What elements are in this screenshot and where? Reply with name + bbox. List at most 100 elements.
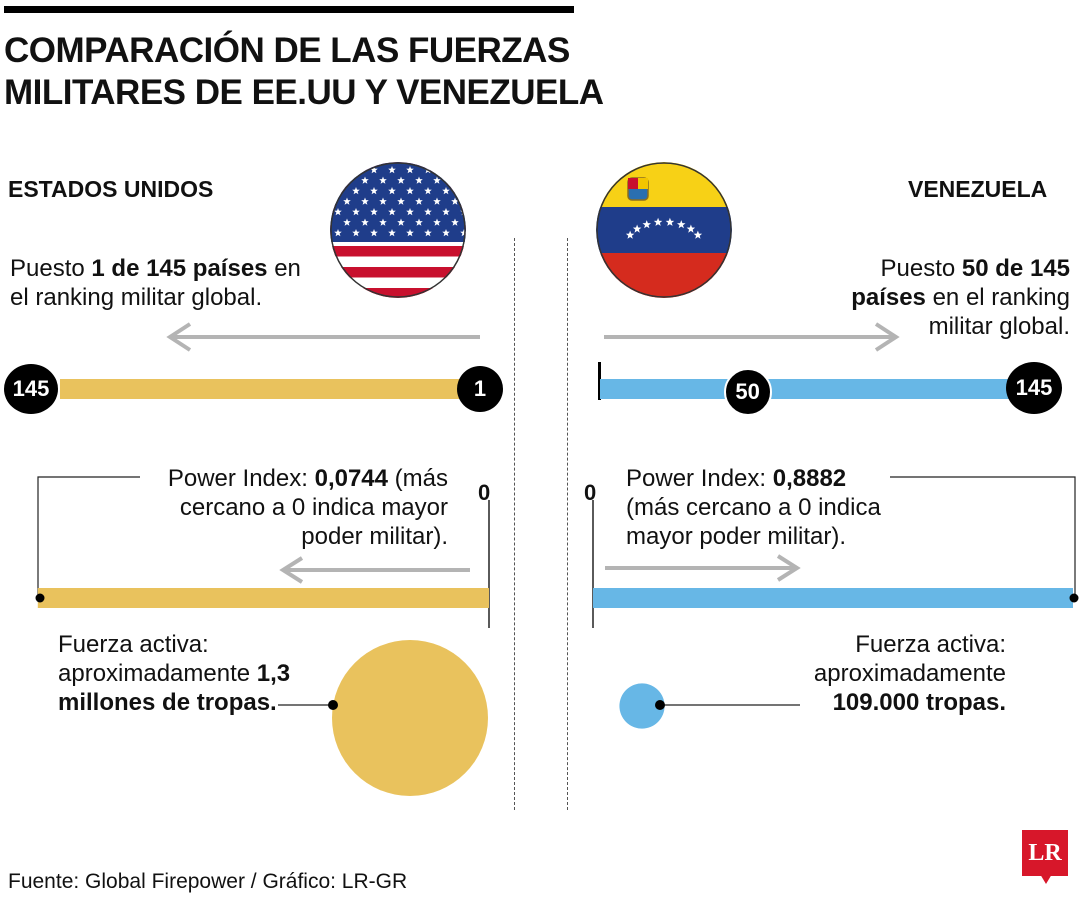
source-note: Fuente: Global Firepower / Gráfico: LR-G…	[8, 870, 408, 893]
flag-star	[361, 218, 369, 226]
flag-star	[406, 208, 414, 216]
active-force-chart	[278, 640, 800, 796]
flag-star	[334, 208, 342, 216]
flag-star	[693, 230, 703, 239]
title-line-1: COMPARACIÓN DE LAS FUERZAS	[4, 31, 570, 70]
us-power-end-dot	[35, 593, 45, 603]
lr-logo-tail	[1040, 874, 1052, 884]
venezuela-flag-icon	[596, 162, 732, 298]
flag-star	[406, 166, 414, 174]
flag-star	[460, 229, 466, 237]
flag-star	[415, 218, 423, 226]
us-rank-text: Puesto 1 de 145 países en el ranking mil…	[10, 255, 301, 311]
flag-star	[370, 229, 378, 237]
us-rank-min-dot: 145	[4, 364, 58, 414]
ve-country-label: VENEZUELA	[908, 176, 1048, 202]
usa-flag-icon	[330, 162, 466, 298]
ve-force-text: Fuerza activa: aproximadamente 109.000 t…	[813, 631, 1006, 716]
us-force-text: Fuerza activa: aproximadamente 1,3 millo…	[58, 631, 291, 716]
flag-star	[361, 197, 369, 205]
us-rank-arrow-icon	[166, 322, 480, 352]
lr-logo: LR	[1022, 830, 1068, 876]
flag-star	[379, 176, 387, 184]
flag-star	[397, 197, 405, 205]
flag-star	[460, 187, 466, 195]
flag-star	[625, 230, 635, 239]
ve-force-dot	[655, 700, 665, 710]
ve-power-leader-line	[890, 476, 1076, 598]
page-title: COMPARACIÓN DE LAS FUERZAS MILITARES DE …	[4, 30, 624, 114]
flag-star	[370, 166, 378, 174]
flag-star	[442, 208, 450, 216]
flag-star	[642, 220, 651, 229]
flag-star	[433, 218, 441, 226]
flag-star	[370, 208, 378, 216]
us-rank-value: 1 de 145 países	[91, 255, 268, 282]
flag-star	[370, 187, 378, 195]
ve-rank-max-dot: 145	[1006, 362, 1062, 414]
flag-star	[388, 229, 396, 237]
us-rank-bar	[60, 379, 460, 399]
flag-star	[424, 208, 432, 216]
us-power-leader-line	[37, 476, 140, 598]
power-index-chart	[35, 476, 1079, 628]
flag-star	[442, 166, 450, 174]
flag-star	[424, 187, 432, 195]
flag-star	[379, 197, 387, 205]
flag-star	[406, 187, 414, 195]
flag-star	[653, 217, 663, 226]
flag-star	[334, 166, 342, 174]
ve-power-zero-label: 0	[584, 480, 597, 505]
ve-rank-text: Puesto 50 de 145 países en el ranking mi…	[851, 255, 1070, 340]
flag-star	[352, 208, 360, 216]
flag-star	[388, 166, 396, 174]
ve-power-end-dot	[1069, 593, 1079, 603]
flag-star	[352, 166, 360, 174]
us-power-bar	[37, 588, 490, 608]
us-force-circle	[332, 640, 488, 796]
flag-star	[361, 176, 369, 184]
ve-rank-arrow-icon	[604, 322, 900, 352]
us-power-text: Power Index: 0,0744 (más cercano a 0 ind…	[167, 465, 448, 550]
ve-force-value: 109.000 tropas.	[832, 689, 1006, 716]
flag-star	[343, 197, 351, 205]
flag-star	[665, 217, 675, 226]
flag-star	[379, 218, 387, 226]
us-force-value: 1,3 millones de tropas.	[58, 660, 291, 716]
venezuela-coat-of-arms-icon	[627, 177, 649, 201]
flag-star	[343, 218, 351, 226]
ve-power-bar	[593, 588, 1073, 608]
flag-star	[334, 187, 342, 195]
flag-star	[352, 187, 360, 195]
flag-star	[686, 224, 696, 233]
ve-rank-value: 50 de 145 países	[851, 255, 1070, 311]
us-country-label: ESTADOS UNIDOS	[8, 176, 214, 202]
ve-force-circle	[619, 683, 665, 729]
flag-star	[442, 229, 450, 237]
divider-right	[567, 238, 568, 810]
flag-star	[460, 166, 466, 174]
flag-star	[415, 197, 423, 205]
flag-star	[442, 187, 450, 195]
flag-star	[424, 229, 432, 237]
flag-star	[352, 229, 360, 237]
flag-star	[388, 208, 396, 216]
ve-rank-dot: 50	[723, 368, 772, 416]
flag-star	[433, 176, 441, 184]
title-line-2: MILITARES DE EE.UU Y VENEZUELA	[4, 73, 604, 112]
flag-star	[397, 218, 405, 226]
flag-star	[415, 176, 423, 184]
us-rank-dot: 1	[457, 366, 503, 412]
flag-star	[334, 229, 342, 237]
flag-star	[632, 224, 642, 233]
divider-left	[514, 238, 515, 810]
flag-star	[433, 197, 441, 205]
us-power-value: 0,0744	[314, 465, 388, 492]
flag-star	[451, 176, 459, 184]
us-force-dot	[328, 700, 338, 710]
flag-star	[677, 220, 686, 229]
flag-star	[451, 218, 459, 226]
ve-power-text: Power Index: 0,8882 (más cercano a 0 ind…	[626, 465, 881, 550]
ve-power-value: 0,8882	[772, 465, 847, 492]
ve-rank-axis-tick	[598, 362, 601, 400]
